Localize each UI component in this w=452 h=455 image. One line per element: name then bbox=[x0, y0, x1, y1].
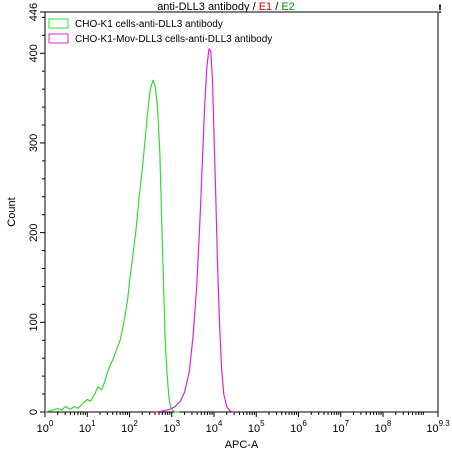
x-tick-exponent: 2 bbox=[133, 419, 138, 428]
legend-label: CHO-K1-Mov-DLL3 cells-anti-DLL3 antibody bbox=[75, 34, 272, 45]
plot-frame bbox=[44, 11, 439, 413]
title-separator: / bbox=[249, 1, 259, 13]
legend-swatch bbox=[48, 33, 69, 44]
x-tick-label: 107 bbox=[332, 419, 349, 435]
title-separator: / bbox=[272, 1, 282, 13]
chart-title: anti-DLL3 antibody / E1 / E2 bbox=[0, 1, 452, 13]
legend-swatch bbox=[48, 18, 69, 29]
series-line-1 bbox=[44, 79, 180, 413]
x-tick-base: 10 bbox=[206, 423, 218, 435]
x-tick-exponent: 0 bbox=[49, 419, 54, 428]
x-tick-exponent: 1 bbox=[91, 419, 96, 428]
x-tick-label: 106 bbox=[290, 419, 307, 435]
y-tick-label: 400 bbox=[28, 44, 40, 62]
x-tick-base: 10 bbox=[426, 423, 438, 435]
x-tick-base: 10 bbox=[290, 423, 302, 435]
x-tick-exponent: 6 bbox=[302, 419, 307, 428]
y-tick-label: 300 bbox=[28, 134, 40, 152]
y-tick-label: 100 bbox=[28, 313, 40, 331]
x-tick-label: 104 bbox=[206, 419, 223, 435]
x-tick-label: 103 bbox=[163, 419, 180, 435]
chart-title-main: anti-DLL3 antibody bbox=[157, 1, 250, 13]
x-tick-base: 10 bbox=[248, 423, 260, 435]
x-tick-base: 10 bbox=[332, 423, 344, 435]
y-tick-label: 0 bbox=[28, 409, 40, 415]
x-tick-exponent: 9.3 bbox=[439, 419, 451, 428]
x-tick-label: 101 bbox=[79, 419, 96, 435]
x-tick-label: 108 bbox=[375, 419, 392, 435]
x-tick-label: 105 bbox=[248, 419, 265, 435]
x-tick-base: 10 bbox=[79, 423, 91, 435]
x-tick-base: 10 bbox=[37, 423, 49, 435]
y-tick-label: 200 bbox=[28, 223, 40, 241]
corner-marker: ! bbox=[438, 2, 442, 16]
x-tick-exponent: 7 bbox=[345, 419, 350, 428]
legend-label: CHO-K1 cells-anti-DLL3 antibody bbox=[75, 19, 223, 30]
x-axis-label: APC-A bbox=[225, 439, 259, 451]
x-tick-label: 100 bbox=[37, 419, 54, 435]
x-tick-exponent: 4 bbox=[218, 419, 223, 428]
x-tick-base: 10 bbox=[163, 423, 175, 435]
x-tick-base: 10 bbox=[121, 423, 133, 435]
title-e2: E2 bbox=[281, 1, 295, 13]
x-tick-label: 109.3 bbox=[426, 419, 450, 435]
x-tick-exponent: 5 bbox=[260, 419, 265, 428]
series-line-2 bbox=[154, 48, 235, 413]
y-tick-label: 446 bbox=[28, 3, 40, 21]
y-axis-label: Count bbox=[6, 197, 18, 226]
x-tick-base: 10 bbox=[375, 423, 387, 435]
x-tick-exponent: 8 bbox=[387, 419, 392, 428]
x-tick-exponent: 3 bbox=[176, 419, 181, 428]
title-e1: E1 bbox=[258, 1, 273, 13]
x-tick-label: 102 bbox=[121, 419, 138, 435]
